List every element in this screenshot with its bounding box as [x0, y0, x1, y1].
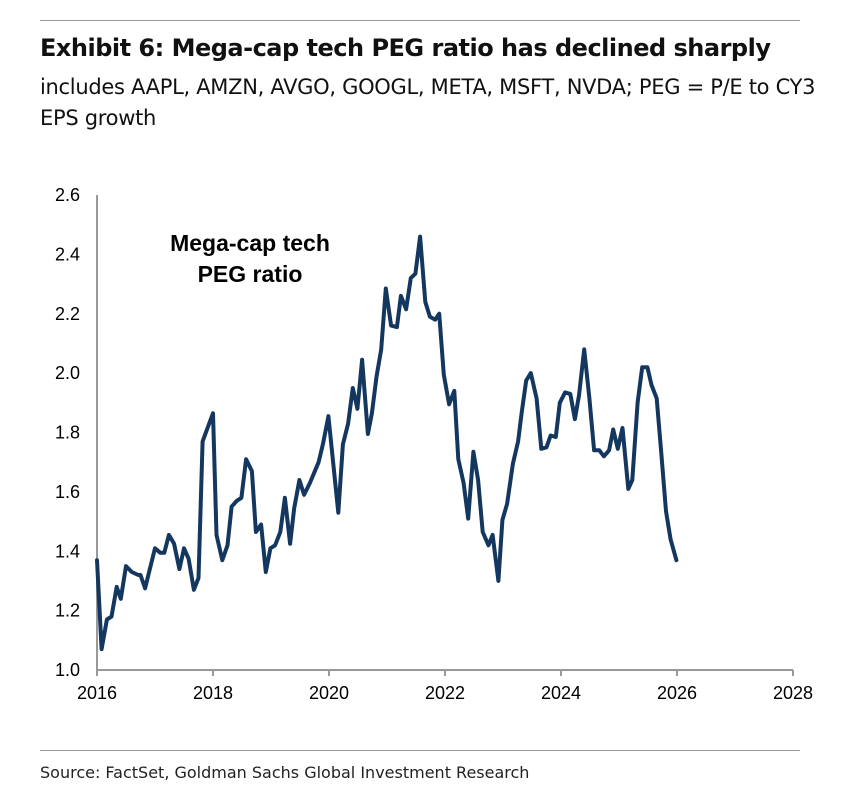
top-rule: [40, 20, 800, 21]
y-tick-label: 2.6: [55, 185, 80, 205]
y-tick-label: 1.6: [55, 482, 80, 502]
x-tick-label: 2028: [773, 683, 813, 703]
x-tick-label: 2016: [77, 683, 117, 703]
y-tick-label: 2.2: [55, 304, 80, 324]
y-tick-label: 2.0: [55, 363, 80, 383]
x-tick-label: 2018: [193, 683, 233, 703]
y-tick-label: 2.4: [55, 244, 80, 264]
chart-subtitle: includes AAPL, AMZN, AVGO, GOOGL, META, …: [40, 75, 816, 130]
x-tick-label: 2024: [541, 683, 581, 703]
source-note: Source: FactSet, Goldman Sachs Global In…: [40, 763, 530, 782]
y-tick-label: 1.4: [55, 541, 80, 561]
y-tick-label: 1.0: [55, 660, 80, 680]
y-tick-label: 1.2: [55, 601, 80, 621]
annotation-line-2: PEG ratio: [198, 261, 303, 287]
x-tick-label: 2026: [657, 683, 697, 703]
x-tick-label: 2020: [309, 683, 349, 703]
series-line-peg-ratio: [95, 234, 679, 652]
bottom-rule: [40, 750, 800, 751]
annotation-line-1: Mega-cap tech: [170, 230, 330, 256]
y-tick-label: 1.8: [55, 423, 80, 443]
x-tick-label: 2022: [425, 683, 465, 703]
chart-title: Exhibit 6: Mega-cap tech PEG ratio has d…: [40, 34, 771, 62]
